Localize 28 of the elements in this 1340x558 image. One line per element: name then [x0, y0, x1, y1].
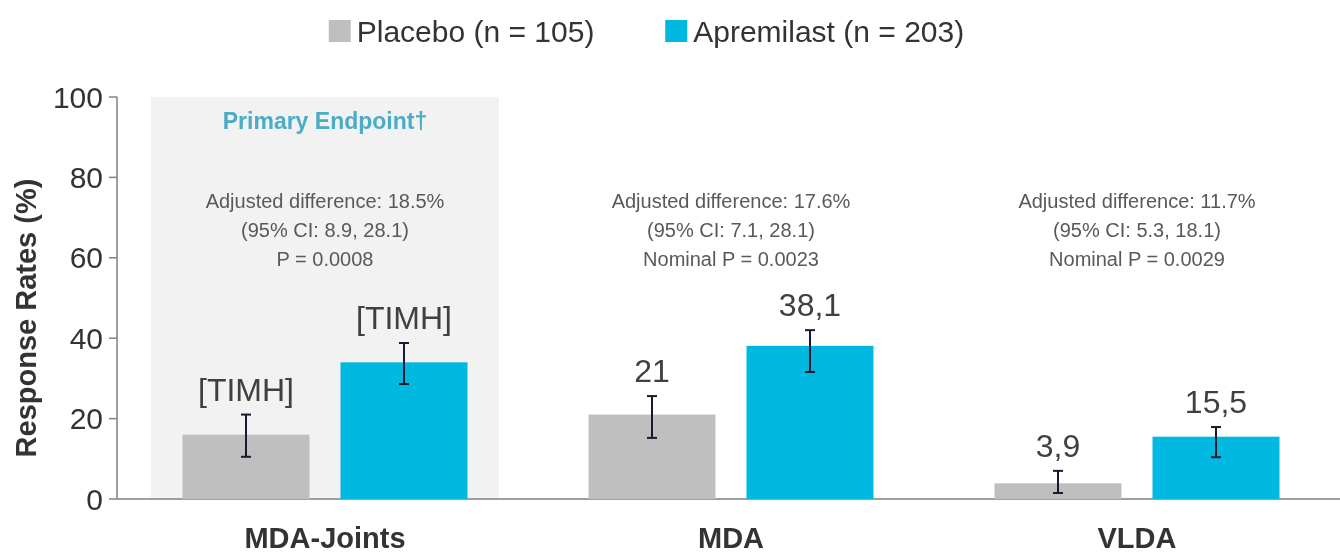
x-tick-label: VLDA	[1097, 522, 1177, 554]
legend-label: Apremilast (n = 203)	[693, 14, 965, 48]
annotation: Adjusted difference: 11.7% (95% CI: 5.3, 18.1) Nominal P = 0.0029	[1018, 190, 1256, 270]
bar	[1152, 436, 1280, 499]
data-label: [TIMH]	[198, 371, 294, 408]
bar	[340, 362, 468, 499]
y-tick-label: 100	[52, 80, 103, 114]
bar	[994, 483, 1122, 499]
y-axis-title: Response Rates (%)	[10, 178, 42, 458]
data-label: 3,9	[1035, 427, 1081, 464]
x-tick-label: MDA-Joints	[244, 522, 406, 554]
data-label: [TIMH]	[356, 300, 452, 337]
annotation: Adjusted difference: 17.6% (95% CI: 7.1, 28.1) Nominal P = 0.0023	[611, 190, 851, 270]
data-label: 38,1	[778, 287, 842, 324]
band-label: Primary Endpoint†	[222, 108, 428, 134]
bar	[182, 434, 310, 499]
y-tick-label: 0	[86, 482, 103, 516]
bar	[588, 414, 716, 499]
y-tick-label: 60	[69, 241, 103, 275]
x-tick-label: MDA	[697, 522, 765, 554]
legend-label: Placebo (n = 105)	[356, 14, 595, 48]
y-tick-label: 80	[69, 160, 103, 194]
y-tick-label: 20	[69, 402, 103, 436]
data-label: 15,5	[1184, 384, 1248, 421]
annotation: Adjusted difference: 18.5% (95% CI: 8.9, 28.1) P = 0.0008	[205, 190, 445, 270]
data-label: 21	[634, 353, 670, 390]
y-tick-label: 40	[69, 321, 103, 355]
bar	[746, 345, 874, 499]
